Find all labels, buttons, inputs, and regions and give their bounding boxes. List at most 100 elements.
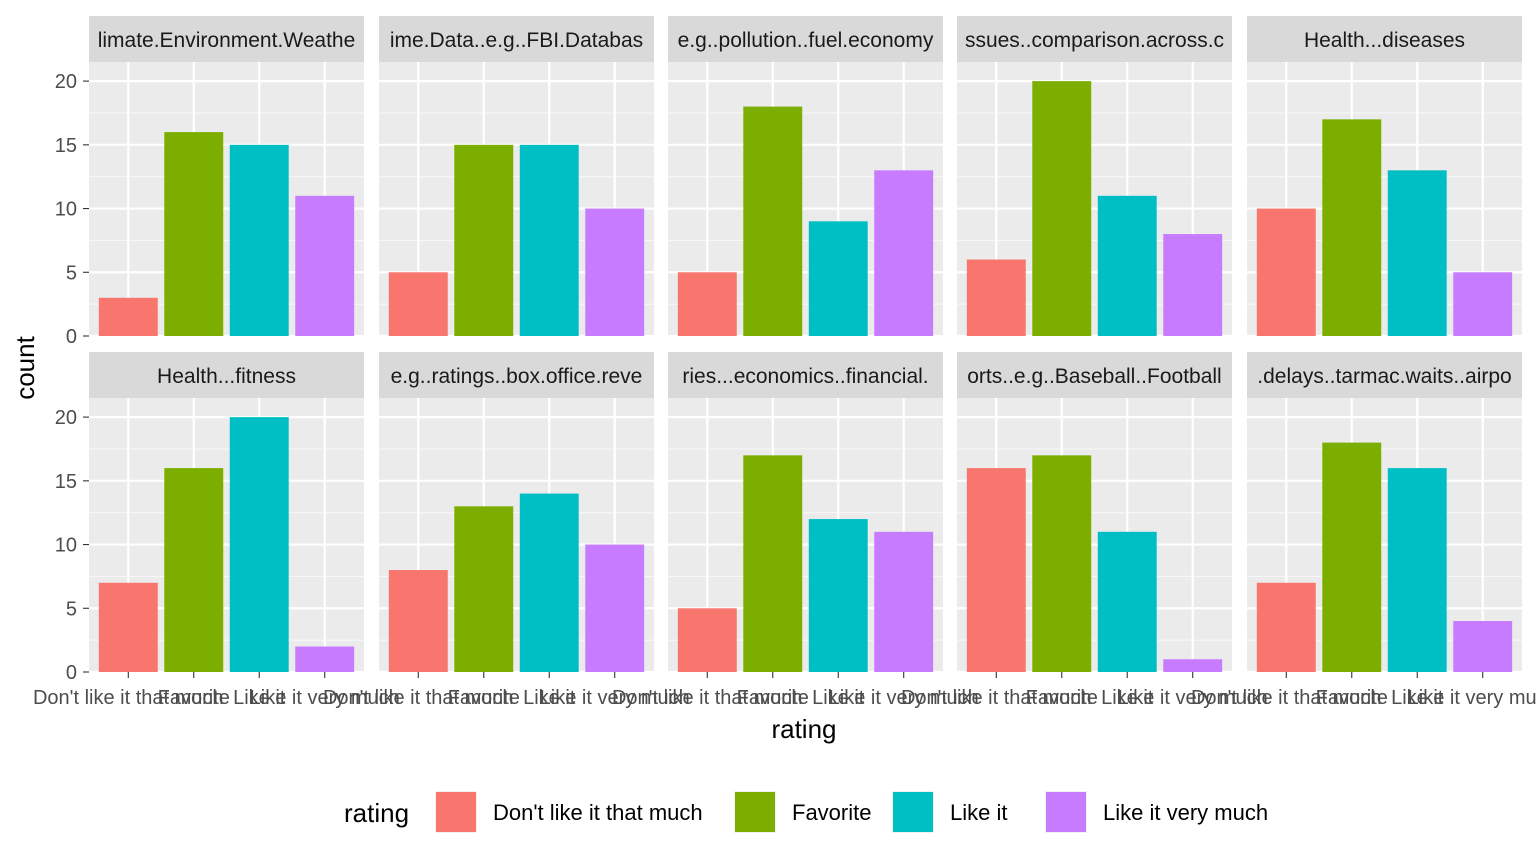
- facet-panel-1: limate.Environment.Weathe: [89, 16, 364, 338]
- bar-favorite: [743, 455, 803, 672]
- x-tick-label: Like it: [523, 687, 576, 709]
- facet-panel-5: Health...diseases: [1247, 16, 1522, 338]
- legend: rating Don't like it that much Favorite Li…: [344, 791, 1268, 833]
- legend-swatch-like-it-very-much: [1046, 792, 1086, 832]
- y-tick-label: 5: [66, 598, 77, 620]
- bar-like-it: [229, 417, 289, 672]
- bar-don-t-like-it-that-much: [677, 608, 737, 672]
- bar-favorite: [454, 506, 514, 672]
- legend-swatch-like-it: [893, 792, 933, 832]
- bar-favorite: [454, 144, 514, 336]
- facet-strip: [957, 16, 1232, 62]
- y-tick-label: 10: [55, 535, 77, 557]
- legend-label: Like it: [950, 800, 1007, 825]
- bar-like-it-very-much: [1453, 272, 1513, 336]
- legend-label: Don't like it that much: [493, 800, 703, 825]
- facet-strip: [668, 352, 943, 398]
- y-axis-title: count: [10, 335, 40, 399]
- legend-title: rating: [344, 798, 409, 828]
- facet-panel-4: ssues..comparison.across.c: [957, 16, 1232, 338]
- facet-strip: [379, 16, 654, 62]
- facet-title: orts..e.g..Baseball..Football: [967, 365, 1221, 388]
- x-tick-label: Favorite: [158, 687, 230, 709]
- bar-like-it: [808, 519, 868, 672]
- facet-strip: [89, 16, 364, 62]
- facet-title: limate.Environment.Weathe: [98, 29, 356, 52]
- y-tick-label: 0: [66, 662, 77, 684]
- bar-don-t-like-it-that-much: [388, 272, 448, 336]
- facet-panel-6: Health...fitness: [89, 352, 364, 674]
- x-tick-label: Favorite: [1026, 687, 1098, 709]
- facet-strip: [1247, 16, 1522, 62]
- y-tick-label: 10: [55, 199, 77, 221]
- bar-favorite: [1032, 81, 1092, 337]
- facet-panels: limate.Environment.Weathe ime.Data..e.g..…: [89, 16, 1522, 674]
- x-tick-label: Like it very much: [250, 687, 400, 709]
- bar-favorite: [743, 106, 803, 337]
- facet-title: e.g..pollution..fuel.economy: [678, 29, 934, 52]
- bar-like-it-very-much: [874, 170, 934, 336]
- bar-like-it: [1387, 468, 1447, 672]
- x-tick-label: Favorite: [737, 687, 809, 709]
- x-tick-label: Like it: [812, 687, 865, 709]
- bar-favorite: [164, 132, 224, 336]
- legend-swatch-favorite: [735, 792, 775, 832]
- x-tick-label: Favorite: [448, 687, 520, 709]
- facet-title: e.g..ratings..box.office.reve: [391, 365, 643, 388]
- facet-title: ssues..comparison.across.c: [965, 29, 1224, 52]
- bar-like-it: [808, 221, 868, 336]
- bar-like-it: [229, 144, 289, 336]
- bar-don-t-like-it-that-much: [1256, 582, 1316, 672]
- x-tick-label: Like it: [1391, 687, 1444, 709]
- bar-like-it-very-much: [874, 531, 934, 672]
- facet-panel-7: e.g..ratings..box.office.reve: [379, 352, 654, 674]
- bar-don-t-like-it-that-much: [677, 272, 737, 336]
- x-tick-label: Like it very much: [1408, 687, 1536, 709]
- facet-title: .delays..tarmac.waits..airpo: [1257, 365, 1511, 388]
- facet-strip: [89, 352, 364, 398]
- x-tick-label: Don't like it that much: [901, 687, 1092, 709]
- bar-like-it: [519, 144, 579, 336]
- bar-like-it-very-much: [585, 208, 645, 336]
- facet-title: Health...fitness: [157, 365, 296, 388]
- bar-like-it-very-much: [1453, 621, 1513, 672]
- bar-don-t-like-it-that-much: [1256, 208, 1316, 336]
- bar-like-it-very-much: [1163, 234, 1223, 336]
- legend-label: Like it very much: [1103, 800, 1268, 825]
- bar-like-it: [1097, 195, 1157, 336]
- bar-like-it-very-much: [295, 646, 355, 672]
- facet-title: Health...diseases: [1304, 29, 1465, 52]
- x-tick-label: Like it: [233, 687, 286, 709]
- legend-label: Favorite: [792, 800, 871, 825]
- bar-don-t-like-it-that-much: [98, 297, 158, 336]
- bar-like-it: [1097, 531, 1157, 672]
- x-tick-label: Like it very much: [829, 687, 979, 709]
- bar-favorite: [1032, 455, 1092, 672]
- y-tick-label: 0: [66, 326, 77, 348]
- y-tick-label: 15: [55, 135, 77, 157]
- bar-don-t-like-it-that-much: [388, 570, 448, 672]
- bar-like-it-very-much: [1163, 659, 1223, 672]
- facet-strip: [957, 352, 1232, 398]
- bar-don-t-like-it-that-much: [98, 582, 158, 672]
- y-tick-label: 15: [55, 471, 77, 493]
- facet-panel-2: ime.Data..e.g..FBI.Databas: [379, 16, 654, 338]
- facet-panel-8: ries...economics..financial.: [668, 352, 943, 674]
- bar-like-it: [519, 493, 579, 672]
- legend-swatch-don-t-like-it-that-much: [436, 792, 476, 832]
- y-tick-label: 20: [55, 407, 77, 429]
- x-tick-label: Don't like it that much: [612, 687, 803, 709]
- facet-title: ries...economics..financial.: [682, 365, 928, 388]
- bar-favorite: [1322, 442, 1382, 672]
- x-axis-title: rating: [771, 714, 836, 744]
- bar-like-it-very-much: [585, 544, 645, 672]
- y-tick-label: 5: [66, 262, 77, 284]
- x-tick-label: Don't like it that much: [1191, 687, 1382, 709]
- facet-strip: [1247, 352, 1522, 398]
- x-tick-label: Like it very much: [1118, 687, 1268, 709]
- facet-title: ime.Data..e.g..FBI.Databas: [390, 29, 643, 52]
- y-axes: 0 5 10 15 20 0 5 10 15 20: [55, 71, 89, 684]
- x-tick-label: Favorite: [1316, 687, 1388, 709]
